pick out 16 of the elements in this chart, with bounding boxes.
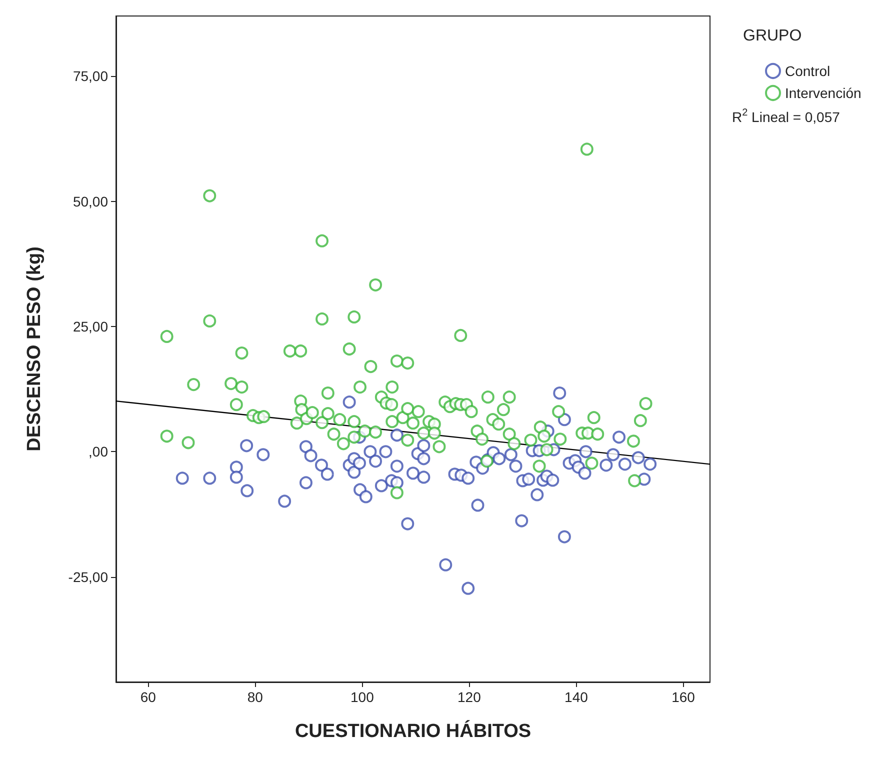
x-tick-label: 100 bbox=[350, 689, 374, 705]
y-tick-label: 25,00 bbox=[72, 318, 108, 334]
legend-title: GRUPO bbox=[743, 28, 802, 44]
x-tick-label: 160 bbox=[672, 689, 696, 705]
y-tick-label: 75,00 bbox=[72, 68, 108, 84]
x-axis-title: CUESTIONARIO HÁBITOS bbox=[294, 720, 532, 742]
y-tick-label: -25,00 bbox=[68, 568, 108, 585]
y-tick-label: 50,00 bbox=[72, 193, 108, 210]
y-tick-label: ,00 bbox=[88, 444, 108, 460]
x-tick-label: 120 bbox=[458, 689, 482, 705]
legend-label: Control bbox=[785, 63, 830, 79]
x-tick-label: 140 bbox=[564, 689, 588, 705]
y-axis-title: DESCENSO PESO (kg) bbox=[24, 246, 45, 452]
x-tick-label: 80 bbox=[247, 689, 264, 705]
legend-label: Intervención bbox=[785, 85, 862, 101]
x-tick-label: 60 bbox=[140, 689, 156, 705]
